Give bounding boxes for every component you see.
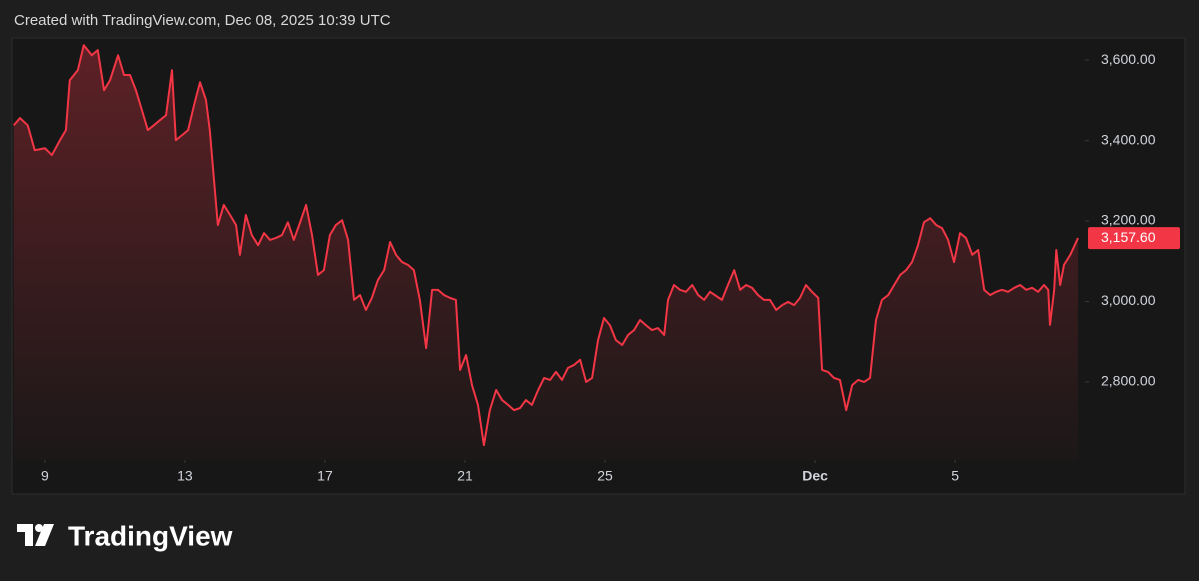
x-tick-label: Dec — [802, 468, 828, 484]
x-tick-label: 13 — [177, 468, 193, 484]
plot-area — [12, 44, 1079, 460]
area-fill — [13, 45, 1078, 460]
header: Created with TradingView.com, Dec 08, 20… — [14, 12, 391, 29]
y-tick-label: 3,400.00 — [1101, 131, 1156, 147]
x-tick-label: 5 — [951, 468, 959, 484]
x-tick-label: 25 — [597, 468, 613, 484]
y-tick-label: 2,800.00 — [1101, 373, 1156, 389]
x-tick-label: 17 — [317, 468, 333, 484]
price-line — [12, 44, 1079, 447]
x-tick-label: 21 — [457, 468, 473, 484]
y-tick-label: 3,600.00 — [1101, 51, 1156, 67]
axes: 2,800.00 3,000.00 3,200.00 3,400.00 3,600.00… — [41, 51, 1180, 484]
brand-logo — [17, 524, 54, 546]
x-tick-label: 9 — [41, 468, 49, 484]
y-tick-label: 3,200.00 — [1101, 212, 1156, 228]
last-price-box — [1088, 227, 1180, 250]
last-price-label: 3,157.60 — [1101, 229, 1156, 245]
y-tick-label: 3,000.00 — [1101, 292, 1156, 308]
brand-name: TradingView — [68, 520, 233, 551]
